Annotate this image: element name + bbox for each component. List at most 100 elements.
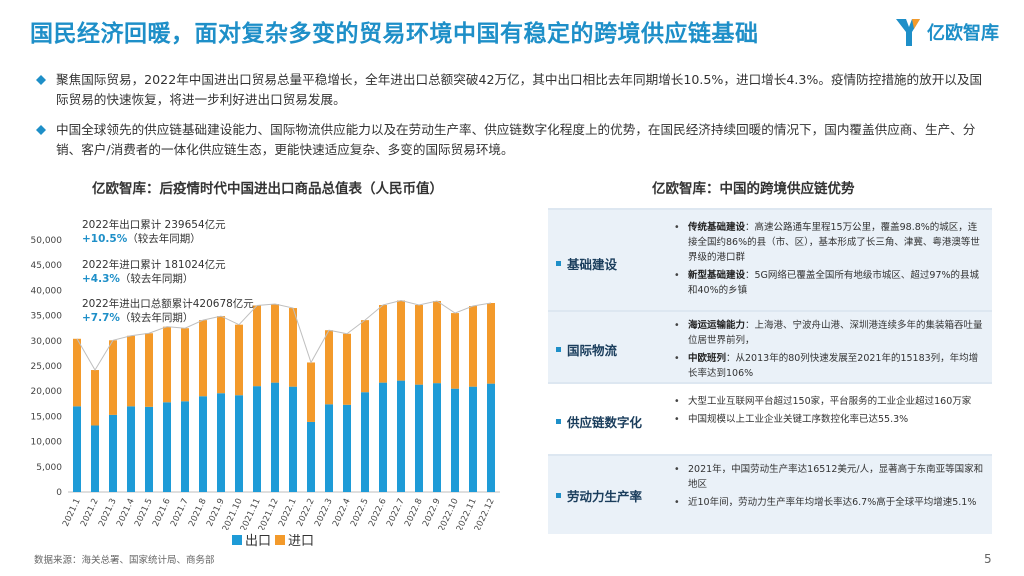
legend-import-label: 进口: [288, 534, 315, 549]
bar-import: [451, 313, 459, 389]
row-divider: [548, 310, 992, 312]
bar-import: [145, 333, 153, 407]
advantage-item: 传统基础建设：高速公路通车里程15万公里，覆盖98.8%的城区，连接全国约86%…: [670, 220, 984, 265]
summary-bullets: 聚焦国际贸易，2022年中国进出口贸易总量平稳增长，全年进出口总额突破42万亿，…: [34, 70, 992, 170]
import-growth: +4.3%: [82, 273, 120, 285]
advantage-item: 海运运输能力：上海港、宁波舟山港、深圳港连续多年的集装箱吞吐量位居世界前列，: [670, 318, 984, 348]
total-annotation-text: 2022年进出口总额累计420678亿元: [82, 298, 254, 310]
bar-export: [289, 386, 297, 492]
bar-import: [91, 370, 99, 426]
bar-import: [379, 305, 387, 383]
summary-bullet: 聚焦国际贸易，2022年中国进出口贸易总量平稳增长，全年进出口总额突破42万亿，…: [34, 70, 992, 110]
bar-export: [91, 425, 99, 492]
y-tick-label: 5,000: [36, 463, 62, 473]
bar-import: [415, 305, 423, 385]
legend-import-swatch: [275, 534, 286, 545]
y-tick-label: 35,000: [31, 312, 63, 322]
legend-export-swatch: [232, 534, 242, 545]
bar-export: [469, 386, 477, 492]
summary-bullet: 中国全球领先的供应链基础建设能力、国际物流供应能力以及在劳动生产率、供应链数字化…: [34, 120, 992, 160]
import-growth-note: （较去年同期）: [119, 273, 194, 285]
bar-import: [289, 308, 297, 387]
chart-title: 亿欧智库：后疫情时代中国进出口商品总值表（人民币值）: [92, 181, 443, 197]
total-trend-line: [76, 299, 492, 372]
diamond-bullet-icon: [36, 125, 46, 135]
legend-export: 出口: [232, 530, 271, 549]
advantages-title: 亿欧智库：中国的跨境供应链优势: [652, 181, 855, 197]
bar-import: [361, 320, 369, 393]
advantage-label: 国际物流: [556, 340, 617, 359]
advantage-item: 中国规模以上工业企业关键工序数控化率已达55.3%: [670, 412, 984, 427]
summary-bullet-text: 聚焦国际贸易，2022年中国进出口贸易总量平稳增长，全年进出口总额突破42万亿，…: [56, 72, 983, 107]
bar-import: [253, 305, 261, 387]
bar-export: [163, 402, 171, 492]
bar-export: [451, 388, 459, 492]
bar-import: [217, 316, 225, 394]
bar-import: [271, 304, 279, 383]
page-title: 国民经济回暖，面对复杂多变的贸易环境中国有稳定的跨境供应链基础: [30, 21, 759, 47]
advantage-item: 中欧班列：从2013年的80列快速发展至2021年的15183列，年均增长率达到…: [670, 351, 984, 381]
bar-export: [271, 382, 279, 492]
square-bullet-icon: [556, 347, 561, 352]
bar-import: [397, 300, 405, 381]
total-annotation: 2022年进出口总额累计420678亿元 +7.7%（较去年同期）: [82, 297, 254, 325]
bar-export: [343, 404, 351, 492]
advantage-items: 2021年，中国劳动生产率达16512美元/人，显著高于东南亚等国家和地区 近1…: [670, 462, 984, 513]
export-growth-note: （较去年同期）: [127, 233, 201, 245]
advantage-label: 供应链数字化: [556, 412, 642, 431]
trade-value-chart: 0 5,000 10,000 15,000 20,000 25,000 30,000 35,0…: [31, 236, 500, 530]
bar-import: [433, 300, 441, 384]
advantage-label: 劳动力生产率: [556, 486, 642, 505]
square-bullet-icon: [556, 493, 561, 498]
chart-legend: 出口 进口: [232, 530, 318, 549]
advantage-item: 新型基础建设：5G网络已覆盖全国所有地级市城区、超过97%的县城和40%的乡镇: [670, 268, 984, 298]
advantage-item: 大型工业互联网平台超过150家，平台服务的工业企业超过160万家: [670, 394, 984, 409]
bar-export: [253, 386, 261, 492]
export-annotation-text: 2022年出口累计 239654亿元: [82, 219, 226, 231]
square-bullet-icon: [556, 261, 561, 266]
y-tick-label: 20,000: [31, 387, 63, 397]
bar-export: [415, 384, 423, 492]
advantage-items: 大型工业互联网平台超过150家，平台服务的工业企业超过160万家 中国规模以上工…: [670, 394, 984, 430]
advantages-table: 基础建设 传统基础建设：高速公路通车里程15万公里，覆盖98.8%的城区，连接全…: [548, 208, 992, 534]
advantage-row-logistics: 国际物流 海运运输能力：上海港、宁波舟山港、深圳港连续多年的集装箱吞吐量位居世界…: [548, 312, 992, 382]
row-divider: [548, 454, 992, 456]
total-growth-note: （较去年同期）: [119, 312, 194, 324]
logo-text: 亿欧智库: [927, 23, 999, 44]
advantage-label: 基础建设: [556, 254, 617, 273]
bar-import: [469, 306, 477, 387]
summary-bullet-text: 中国全球领先的供应链基础建设能力、国际物流供应能力以及在劳动生产率、供应链数字化…: [56, 122, 976, 157]
bar-import: [235, 324, 243, 396]
legend-export-label: 出口: [245, 534, 272, 549]
bar-export: [361, 392, 369, 492]
bar-import: [487, 303, 495, 384]
bar-export: [235, 395, 243, 492]
bar-export: [397, 380, 405, 492]
bar-export: [145, 406, 153, 492]
bar-export: [199, 396, 207, 492]
export-annotation: 2022年出口累计 239654亿元 +10.5%（较去年同期）: [82, 218, 226, 246]
bar-import: [127, 335, 135, 407]
page-number: 5: [984, 552, 992, 566]
import-annotation: 2022年进口累计 181024亿元 +4.3%（较去年同期）: [82, 258, 226, 286]
advantage-row-infrastructure: 基础建设 传统基础建设：高速公路通车里程15万公里，覆盖98.8%的城区，连接全…: [548, 210, 992, 310]
y-tick-label: 30,000: [31, 337, 63, 347]
y-tick-label: 15,000: [31, 412, 63, 422]
advantage-items: 海运运输能力：上海港、宁波舟山港、深圳港连续多年的集装箱吞吐量位居世界前列， 中…: [670, 318, 984, 384]
bar-export: [217, 393, 225, 492]
total-growth: +7.7%: [82, 312, 120, 324]
import-annotation-text: 2022年进口累计 181024亿元: [82, 259, 226, 271]
row-divider: [548, 208, 992, 210]
y-tick-label: 40,000: [31, 286, 63, 296]
bar-import: [163, 326, 171, 403]
brand-logo: 亿欧智库: [893, 15, 1005, 49]
diamond-bullet-icon: [36, 75, 46, 85]
bar-export: [325, 404, 333, 492]
square-bullet-icon: [556, 419, 561, 424]
advantage-item: 2021年，中国劳动生产率达16512美元/人，显著高于东南亚等国家和地区: [670, 462, 984, 492]
bar-export: [127, 406, 135, 492]
bar-import: [199, 320, 207, 397]
y-tick-label: 25,000: [31, 362, 63, 372]
advantage-row-digitalization: 供应链数字化 大型工业互联网平台超过150家，平台服务的工业企业超过160万家 …: [548, 384, 992, 454]
bar-export: [487, 383, 495, 492]
